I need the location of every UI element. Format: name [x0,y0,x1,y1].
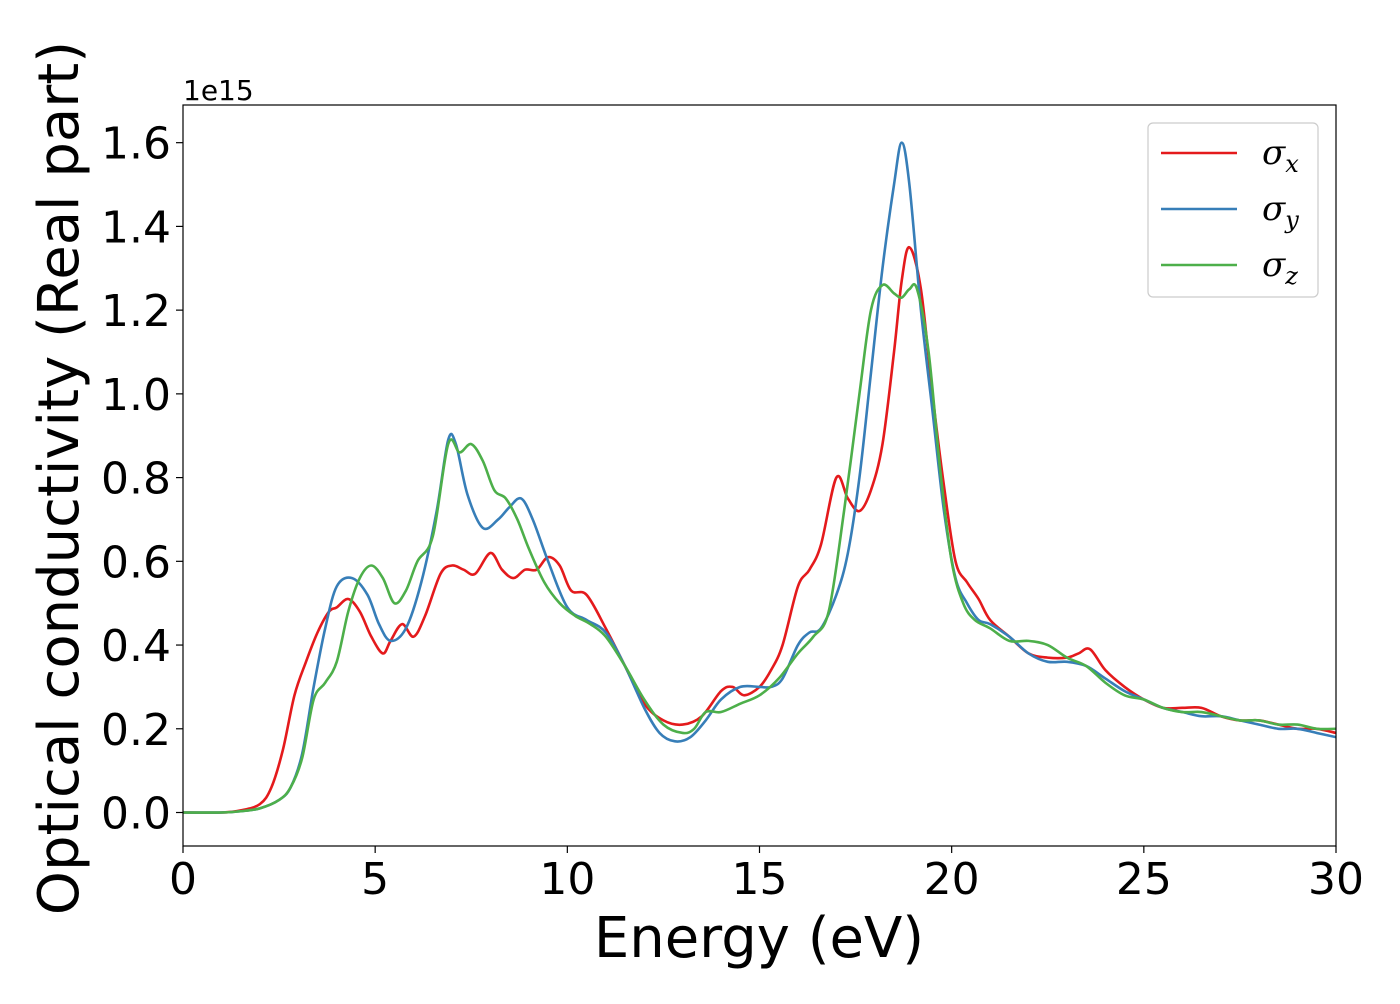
y-axis-title: Optical conductivity (Real part) [27,41,92,915]
series-line-x [183,246,1336,814]
y-tick-label: 0.4 [101,621,171,672]
x-tick-label: 25 [1116,854,1172,905]
x-tick-label: 20 [924,854,980,905]
y-tick-label: 0.6 [101,537,171,588]
y-tick-label: 1.6 [101,119,171,170]
y-tick-label: 0.8 [101,454,171,505]
y-axis-offset-label: 1e15 [183,74,254,107]
x-axis-title: Energy (eV) [594,906,924,971]
y-tick-label: 0.0 [101,789,171,840]
legend-label-x: σx [1262,133,1299,178]
y-tick-label: 0.2 [101,705,171,756]
axes-layer: 0 5 10 15 20 25 30 0.0 0.2 0.4 0.6 0.8 1.0 1.2 1.4 1.6 [101,104,1364,905]
legend-label-y: σy [1262,189,1299,234]
x-tick-label: 10 [539,854,595,905]
y-tick-label: 1.2 [101,286,171,337]
plot-area [183,141,1336,814]
x-tick-label: 15 [732,854,788,905]
x-tick-label: 5 [361,854,389,905]
x-tick-label: 30 [1308,854,1364,905]
x-tick-label: 0 [169,854,197,905]
y-tick-label: 1.0 [101,370,171,421]
y-tick-label: 1.4 [101,202,171,253]
legend: σx σy σz [1147,122,1319,298]
series-group [183,141,1336,814]
series-line-z [183,282,1336,814]
legend-label-z: σz [1262,245,1298,290]
